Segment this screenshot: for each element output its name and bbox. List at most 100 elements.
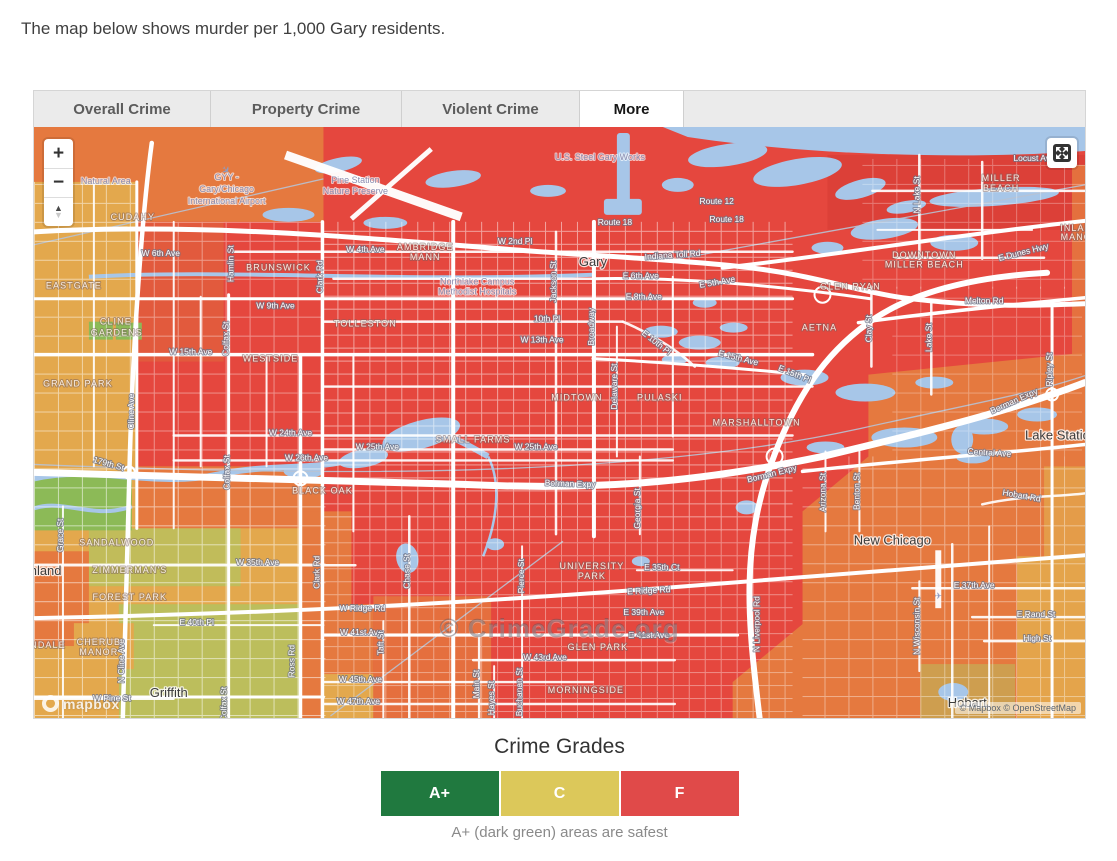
neighborhood-label: EASTGATE xyxy=(46,281,102,291)
road-label: Hayes St xyxy=(486,680,496,715)
map-roads: ✈ ✈ xyxy=(34,140,1085,718)
poi-label: Gary/Chicago xyxy=(199,184,254,194)
road-label: Locust Ave xyxy=(1013,153,1055,163)
page-description: The map below shows murder per 1,000 Gar… xyxy=(21,19,446,38)
road-label: Clark Rd xyxy=(314,260,324,293)
neighborhood-label: GLEN PARK xyxy=(568,642,629,652)
tab-overall-crime[interactable]: Overall Crime xyxy=(34,91,211,127)
road-label: N Lake St xyxy=(911,176,921,214)
airstrip-icon: ✈ xyxy=(935,591,943,601)
fullscreen-button[interactable] xyxy=(1047,138,1077,168)
road-label: Route 12 xyxy=(700,196,735,206)
road-label: 10th Pl xyxy=(534,314,560,324)
road-label: W 25th Ave xyxy=(514,441,557,451)
neighborhood-label: BRUNSWICK xyxy=(246,263,311,273)
neighborhood-label: UNIVERSITY xyxy=(560,561,625,571)
road-label: E 39th Ave xyxy=(623,607,664,617)
road-label: Buchanan St xyxy=(514,667,524,716)
road-label: W 41st Ave xyxy=(340,627,383,637)
road-label: W 4th Ave xyxy=(346,244,385,254)
legend-grade-scale: A+ C F xyxy=(33,771,1086,816)
neighborhood-label: MORNINGSIDE xyxy=(548,685,624,695)
road-label: Pierce St xyxy=(516,558,526,593)
poi-label: Nature Preserve xyxy=(323,186,388,196)
road-label: N Cline Ave xyxy=(116,639,126,683)
zoom-in-button[interactable]: + xyxy=(52,142,65,164)
poi-label: International Airport xyxy=(188,196,266,206)
road-label: E 41st Ave xyxy=(629,630,670,640)
fullscreen-expand-icon xyxy=(1053,144,1071,162)
map-labels: W 2nd Pl W 4th Ave W 6th Ave Indiana Toll R… xyxy=(34,151,1085,718)
neighborhood-label: GARDENS xyxy=(91,328,143,338)
road-label: Colfax St xyxy=(221,321,231,356)
neighborhood-label: MANN xyxy=(410,252,441,262)
neighborhood-label: FOREST PARK xyxy=(93,592,168,602)
neighborhood-label: TOLLESTON xyxy=(334,319,397,329)
road-label: High St xyxy=(1023,633,1051,643)
neighborhood-label: CUDAHY xyxy=(111,212,155,222)
poi-label: U.S. Steel Gary Works xyxy=(555,152,646,162)
pitch-toggle-button[interactable]: ▲ ▼ xyxy=(44,197,73,226)
road-label: Broadway xyxy=(586,307,596,345)
poi-label: Northlake Campus xyxy=(440,277,515,287)
legend-title: Crime Grades xyxy=(494,735,625,758)
road-label: W 6th Ave xyxy=(142,248,181,258)
poi-label: Natural Area xyxy=(81,176,131,186)
poi-label: GYY - xyxy=(215,172,239,182)
neighborhood-label: MANOR xyxy=(1061,232,1085,242)
road-label: Clark Rd xyxy=(311,555,321,588)
neighborhood-label: GLEN RYAN xyxy=(820,282,881,292)
road-label: W Pine St xyxy=(93,693,131,703)
neighborhood-label: CLINE xyxy=(100,317,132,327)
road-label: N Wisconsin St xyxy=(911,597,921,655)
road-label: W 15th Ave xyxy=(169,347,212,357)
road-label: W 25th Ave xyxy=(356,441,399,451)
road-label: Hamlin St xyxy=(226,245,236,282)
tab-violent-crime[interactable]: Violent Crime xyxy=(402,91,580,127)
road-label: Grace St xyxy=(55,518,65,552)
neighborhood-label: CHERUB xyxy=(77,637,121,647)
tab-bar: Overall Crime Property Crime Violent Crime… xyxy=(33,90,1086,127)
mapbox-logo-icon xyxy=(42,695,59,712)
road-label: Benton St xyxy=(851,472,861,510)
road-label: W 35th Ave xyxy=(236,557,279,567)
road-label: E Rand St xyxy=(1017,609,1056,619)
map-attribution[interactable]: © Mapbox © OpenStreetMap xyxy=(954,702,1081,714)
neighborhood-label: MILLER xyxy=(982,173,1021,183)
road-label: W 26th Ave xyxy=(285,452,328,462)
neighborhood-label: BEACH xyxy=(983,183,1019,193)
neighborhood-label: WESTSIDE xyxy=(243,354,299,364)
mapbox-logo[interactable]: mapbox xyxy=(42,695,120,712)
road-label: Chase St xyxy=(401,553,411,588)
road-label: Clay St xyxy=(863,314,873,342)
road-label: Indiana Toll Rd xyxy=(644,248,701,262)
road-label: W 24th Ave xyxy=(269,427,312,437)
road-label: Borman Expy xyxy=(545,478,597,490)
map-canvas[interactable]: ✈ ✈ W 2nd Pl W 4th Ave W 6th Ave Indiana To… xyxy=(34,127,1085,718)
neighborhood-label: AMBRIDGE xyxy=(397,242,454,252)
road-label: Jackson St xyxy=(548,260,558,302)
road-label: Central Ave xyxy=(967,446,1012,459)
road-label: Taft St xyxy=(375,630,385,655)
neighborhood-label: DOWNTOWN xyxy=(892,250,956,260)
town-label: New Chicago xyxy=(854,532,931,547)
road-label: W 2nd Pl xyxy=(498,236,532,246)
zoom-out-button[interactable]: − xyxy=(44,168,73,197)
road-label: E 8th Ave xyxy=(626,292,662,302)
map-widget: Overall Crime Property Crime Violent Crime… xyxy=(33,90,1086,851)
map-zoom-control: + − ▲ ▼ xyxy=(44,139,73,226)
pitch-down-icon: ▼ xyxy=(54,210,63,220)
road-label: E 40th Pl xyxy=(180,617,214,627)
road-label: Main St xyxy=(471,669,481,698)
mapbox-logo-text: mapbox xyxy=(63,695,120,712)
tab-property-crime[interactable]: Property Crime xyxy=(211,91,402,127)
neighborhood-label: MILLER BEACH xyxy=(885,260,964,270)
poi-label: Pine Station xyxy=(331,175,379,185)
neighborhood-label: SMALL FARMS xyxy=(436,434,511,444)
road-label: E 35th Ct xyxy=(644,562,680,572)
tab-more[interactable]: More xyxy=(580,91,684,127)
road-label: Ross Rd xyxy=(287,645,297,678)
neighborhood-label: PULASKI xyxy=(637,393,683,403)
neighborhood-label: GRAND PARK xyxy=(43,379,113,389)
road-label: Route 18 xyxy=(709,214,744,224)
